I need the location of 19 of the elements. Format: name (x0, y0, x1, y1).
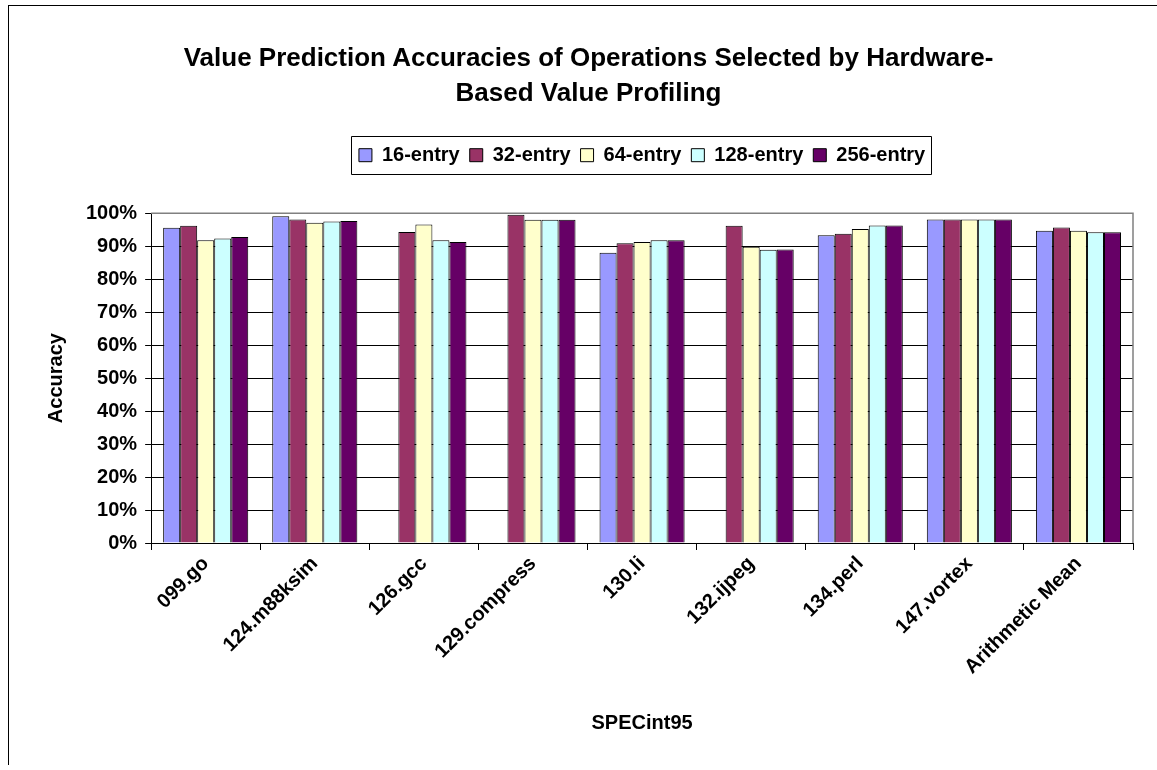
legend-label: 32-entry (492, 142, 572, 165)
y-axis-title: Accuracy (43, 332, 66, 424)
y-tick-label: 30% (97, 431, 138, 454)
legend-label: 64-entry (603, 142, 683, 165)
y-tick-label: 100% (86, 200, 138, 223)
y-tick-label: 40% (97, 398, 138, 421)
legend-label: 16-entry (381, 142, 461, 165)
y-tick-label: 90% (97, 233, 138, 256)
y-tick-label: 20% (97, 464, 138, 487)
y-tick-label: 0% (108, 530, 138, 553)
chart-title: Value Prediction Accuracies of Operations Selected by Hardware-Based Value Profiling (183, 41, 994, 107)
legend-label: 128-entry (714, 142, 805, 165)
x-axis-title: SPECint95 (591, 710, 693, 733)
y-tick-label: 50% (97, 365, 138, 388)
y-tick-label: 10% (97, 497, 138, 520)
y-tick-label: 60% (97, 332, 138, 355)
legend-label: 256-entry (836, 142, 927, 165)
y-tick-label: 80% (97, 266, 138, 289)
y-tick-label: 70% (97, 299, 138, 322)
